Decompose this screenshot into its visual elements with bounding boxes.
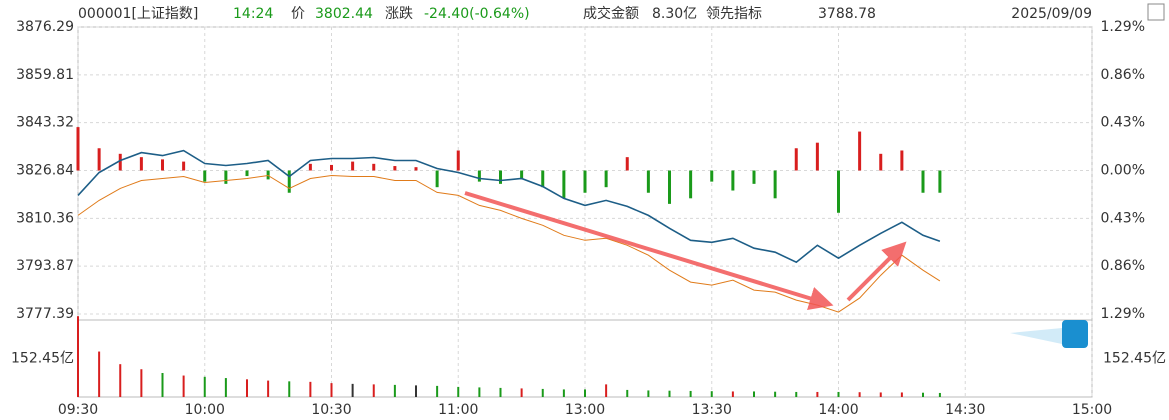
date: 2025/09/09 [1011, 6, 1092, 22]
x-tick-label: 15:00 [1072, 402, 1112, 418]
price-label: 价 [291, 6, 305, 22]
x-tick-label: 13:30 [692, 402, 732, 418]
change-label: 涨跌 [385, 6, 413, 22]
y2-tick-label: 0.43% [1101, 115, 1145, 131]
x-tick-label: 14:30 [945, 402, 985, 418]
x-tick-label: 14:00 [818, 402, 858, 418]
change: -24.40(-0.64%) [424, 6, 530, 22]
amount-label: 成交金额 [583, 5, 639, 22]
price-line [77, 149, 941, 264]
y2-tick-label: 0.43% [1101, 210, 1145, 226]
lead-label: 领先指标 [706, 6, 762, 22]
y-tick-label: 3810.36 [16, 210, 74, 226]
float-icon-tail [1010, 328, 1062, 344]
float-icon[interactable] [1062, 320, 1088, 348]
x-tick-label: 09:30 [58, 402, 98, 418]
y-tick-label: 3826.84 [16, 163, 74, 179]
y-tick-label: 3843.32 [16, 115, 74, 131]
time: 14:24 [233, 6, 273, 22]
y2-tick-label: 1.29% [1101, 306, 1145, 322]
volume-tick-label: 152.45亿 [1103, 351, 1166, 367]
annotation-arrow [846, 241, 907, 302]
x-tick-label: 13:00 [565, 402, 605, 418]
volume-tick-label: 152.45亿 [11, 351, 74, 367]
y-tick-label: 3876.29 [16, 19, 74, 35]
y-tick-label: 3793.87 [16, 258, 74, 274]
y2-tick-label: 0.86% [1101, 258, 1145, 274]
plot [76, 26, 1093, 397]
index-code: 000001[上证指数] [78, 6, 198, 22]
y-tick-label: 3777.39 [16, 306, 74, 322]
price: 3802.44 [315, 6, 373, 22]
lead-value: 3788.78 [818, 6, 876, 22]
y2-tick-label: 0.86% [1101, 67, 1145, 83]
x-tick-label: 10:30 [311, 402, 351, 418]
icon[interactable] [1147, 3, 1165, 21]
x-tick-label: 10:00 [185, 402, 225, 418]
y-tick-label: 3859.81 [16, 67, 74, 83]
x-tick-label: 11:00 [438, 402, 478, 418]
annotation-arrow [464, 191, 834, 310]
y2-tick-label: 0.00% [1101, 163, 1145, 179]
amount: 8.30亿 [652, 6, 697, 22]
y2-tick-label: 1.29% [1101, 19, 1145, 35]
price-line [77, 174, 941, 313]
